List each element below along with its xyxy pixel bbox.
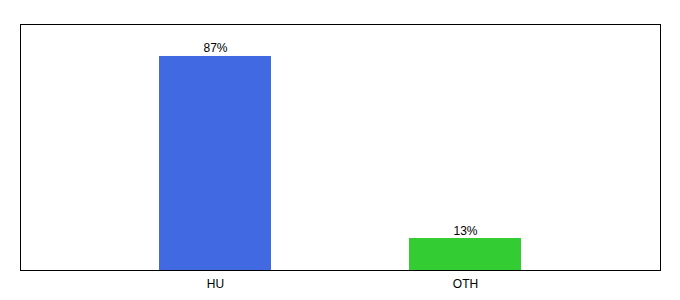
svg-text:HU: HU: [207, 277, 224, 291]
svg-text:87%: 87%: [203, 41, 227, 55]
svg-text:OTH: OTH: [453, 277, 478, 291]
svg-text:13%: 13%: [453, 224, 477, 238]
